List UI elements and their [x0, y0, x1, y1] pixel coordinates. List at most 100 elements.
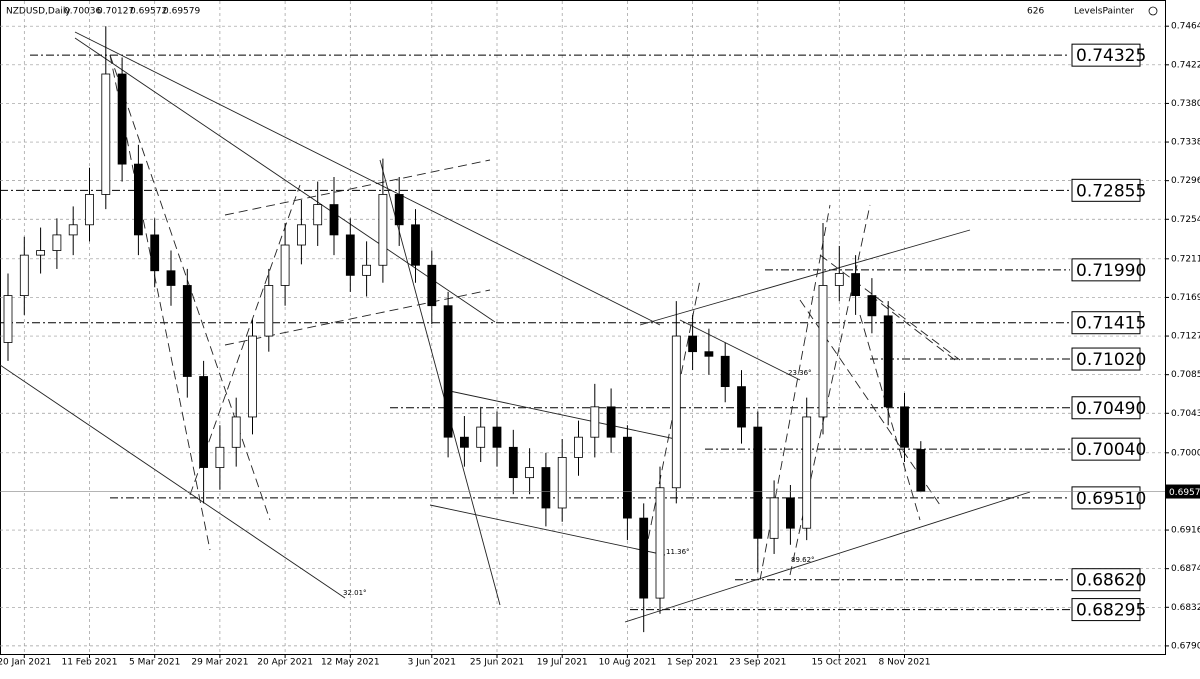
- candle-body: [590, 406, 600, 438]
- candle-body: [36, 250, 45, 256]
- trend-line: [624, 491, 1031, 623]
- candle-body: [362, 264, 372, 276]
- candle-body: [508, 446, 518, 479]
- candle-body: [182, 285, 192, 377]
- level-box: [1071, 311, 1141, 335]
- level-box: [1071, 437, 1141, 461]
- level-box: [1071, 178, 1141, 202]
- candle-body: [639, 517, 649, 599]
- trend-line: [379, 159, 501, 606]
- candle-body: [802, 416, 812, 529]
- x-tick-label: 20 Apr 2021: [257, 658, 313, 668]
- x-tick-label: 8 Nov 2021: [879, 658, 931, 668]
- level-box: [1071, 347, 1141, 371]
- level-label: 0.68620: [1076, 571, 1146, 591]
- candle-body: [818, 285, 828, 418]
- header-ohlc: 0.70036: [64, 7, 101, 17]
- level-box: [1071, 568, 1141, 592]
- header-ohlc: 0.70127: [97, 7, 134, 17]
- candle-body: [68, 224, 78, 236]
- candle-body: [296, 224, 306, 246]
- trend-line: [224, 159, 491, 216]
- header-ohlc: 0.69579: [163, 7, 200, 17]
- trend-line: [444, 389, 681, 441]
- angle-label: 32.01°: [343, 589, 367, 597]
- level-label: 0.71020: [1076, 350, 1146, 370]
- x-tick-label: 19 Jul 2021: [537, 658, 588, 668]
- angle-label: 89.62°: [791, 556, 815, 564]
- candle-body: [900, 406, 909, 448]
- candle-body: [19, 254, 29, 296]
- candle-body: [394, 194, 404, 226]
- x-tick-label: 3 Jun 2021: [408, 658, 456, 668]
- level-label: 0.72855: [1076, 181, 1146, 201]
- candle-body: [313, 204, 323, 226]
- y-tick-label: 0.67900: [1171, 641, 1200, 651]
- x-tick-label: 1 Sep 2021: [667, 658, 718, 668]
- candle-body: [329, 204, 339, 236]
- candle-body: [623, 436, 632, 519]
- level-label: 0.71990: [1076, 261, 1146, 281]
- trend-line: [74, 37, 496, 323]
- x-tick-label: 20 Jan 2021: [0, 658, 51, 668]
- last-price-box: [1166, 484, 1200, 499]
- smiley-icon: [1148, 6, 1158, 16]
- candle-body: [117, 73, 127, 165]
- header-ohlc: 0.69572: [130, 7, 167, 17]
- candle-body: [345, 234, 355, 276]
- candle-body: [133, 163, 143, 236]
- level-box: [1071, 598, 1141, 622]
- trend-line: [819, 254, 961, 361]
- last-price-label: 0.69579: [1169, 488, 1200, 498]
- candle-body: [166, 270, 176, 286]
- candle-body: [280, 244, 290, 286]
- candle-body: [769, 497, 779, 539]
- x-tick-label: 25 Jun 2021: [470, 658, 524, 668]
- candle-body: [248, 335, 257, 418]
- candle-body: [557, 457, 567, 509]
- candle-body: [231, 416, 241, 448]
- candle-body: [101, 73, 111, 195]
- candle-body: [606, 406, 616, 438]
- level-label: 0.74325: [1076, 46, 1146, 66]
- candle-body: [737, 386, 746, 428]
- level-box: [1071, 43, 1141, 67]
- plot-frame: [0, 0, 1166, 655]
- candle-body: [916, 449, 926, 492]
- candle-body: [883, 315, 893, 408]
- level-box: [1071, 396, 1141, 420]
- level-label: 0.69510: [1076, 489, 1146, 509]
- x-tick-label: 5 Mar 2021: [129, 658, 180, 668]
- candle-body: [3, 295, 13, 343]
- candle-body: [720, 355, 730, 388]
- candle-body: [851, 273, 860, 296]
- candle-body: [150, 234, 160, 272]
- level-box: [1071, 258, 1141, 282]
- x-tick-label: 29 Mar 2021: [191, 658, 248, 668]
- candle-body: [85, 194, 94, 226]
- indicator-value: 626: [1027, 7, 1044, 17]
- trend-line: [109, 54, 211, 551]
- level-label: 0.70040: [1076, 440, 1146, 460]
- candle-body: [199, 376, 209, 468]
- level-label: 0.71415: [1076, 314, 1146, 334]
- trend-line: [639, 279, 701, 581]
- angle-label: 23.36°: [788, 369, 812, 377]
- candle-body: [215, 446, 225, 468]
- x-tick-label: 10 Aug 2021: [599, 658, 657, 668]
- candle-body: [834, 273, 844, 286]
